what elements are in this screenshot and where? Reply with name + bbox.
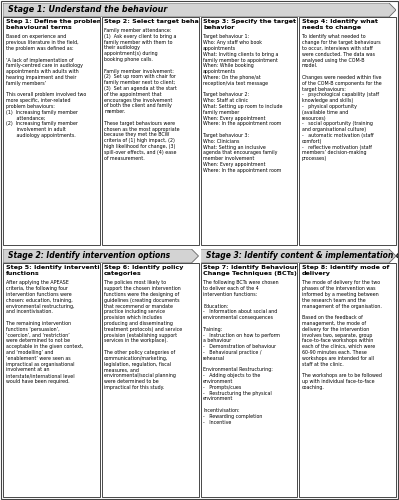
FancyBboxPatch shape [201,17,297,245]
Polygon shape [201,249,396,263]
Text: Based on experience and
previous literature in the field,
the problem was define: Based on experience and previous literat… [6,34,86,138]
Text: Step 8: Identify mode of
delivery: Step 8: Identify mode of delivery [302,266,389,276]
FancyBboxPatch shape [299,263,396,497]
Text: Step 5: Identify intervention
functions: Step 5: Identify intervention functions [6,266,108,276]
Text: To identify what needed to
change for the target behaviours
to occur, interviews: To identify what needed to change for th… [302,34,381,161]
FancyBboxPatch shape [201,263,297,497]
Text: Stage 2: Identify intervention options: Stage 2: Identify intervention options [8,252,170,260]
FancyBboxPatch shape [3,17,100,245]
Text: Step 1: Define the problem in
behavioural terms: Step 1: Define the problem in behavioura… [6,20,112,30]
Text: Step 4: Identify what
needs to change: Step 4: Identify what needs to change [302,20,378,30]
Text: Stage 3: Identify content & implementation options: Stage 3: Identify content & implementati… [205,252,399,260]
Text: Step 6: Identify policy
categories: Step 6: Identify policy categories [104,266,184,276]
Text: Step 3: Specify the target
behavior: Step 3: Specify the target behavior [203,20,296,30]
Text: The policies most likely to
support the chosen intervention
functions were the d: The policies most likely to support the … [104,280,182,390]
Text: Target behaviour 1:
Who: Any staff who book
appointments
What: Inviting clients : Target behaviour 1: Who: Any staff who b… [203,34,282,173]
Text: After applying the APEASE
criteria, the following four
intervention functions we: After applying the APEASE criteria, the … [6,280,83,384]
FancyBboxPatch shape [102,263,198,497]
Text: The following BCTs were chosen
to deliver each of the 4
intervention functions:
: The following BCTs were chosen to delive… [203,280,280,424]
Polygon shape [3,249,198,263]
Text: The mode of delivery for the two
phases of the intervention was
informed by a me: The mode of delivery for the two phases … [302,280,381,390]
FancyBboxPatch shape [102,17,198,245]
Polygon shape [3,3,396,17]
Text: Step 2: Select target behavior: Step 2: Select target behavior [104,20,213,24]
Text: Step 7: Identify Behaviour
Change Techniques (BCTs): Step 7: Identify Behaviour Change Techni… [203,266,298,276]
Text: Stage 1: Understand the behaviour: Stage 1: Understand the behaviour [8,6,167,15]
FancyBboxPatch shape [299,17,396,245]
FancyBboxPatch shape [3,263,100,497]
Text: Family member attendance:
(1)  Ask every client to bring a
family member with th: Family member attendance: (1) Ask every … [104,28,180,160]
